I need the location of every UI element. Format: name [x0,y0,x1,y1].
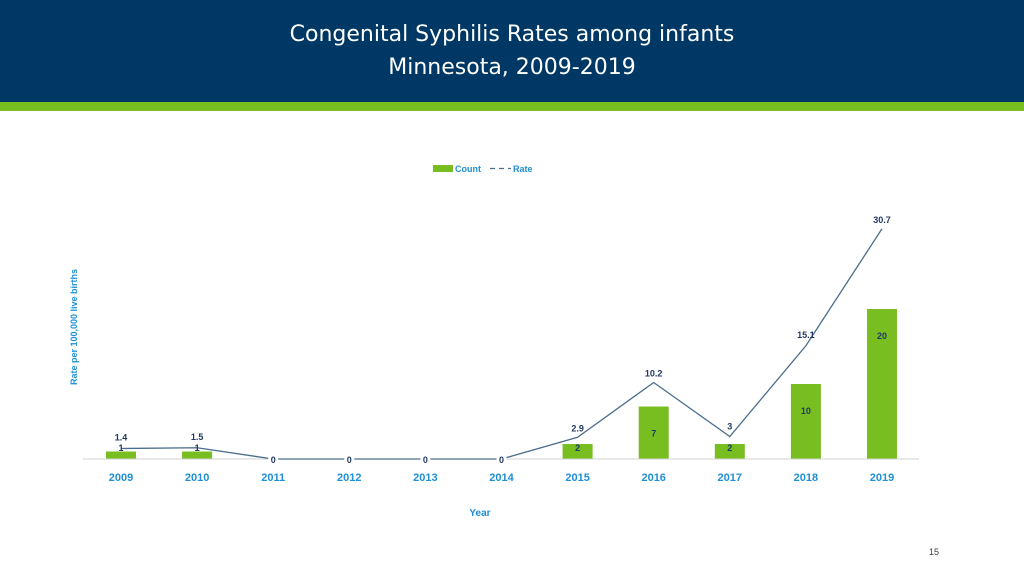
count-label-2012: 0 [347,455,352,465]
rate-label-2015: 2.9 [571,423,584,433]
x-tick-label-2009: 2009 [109,472,133,484]
x-tick-label-2018: 2018 [794,472,818,484]
count-label-2017: 2 [727,443,732,453]
y-axis-title: Rate per 100,000 live births [69,269,79,385]
x-tick-label-2017: 2017 [718,472,742,484]
page-subtitle: Minnesota, 2009-2019 [388,55,636,80]
count-label-bg-2011 [268,453,279,464]
x-tick-label-2016: 2016 [641,472,665,484]
x-tick-label-2014: 2014 [489,472,514,484]
header-accent-stripe [0,102,1024,111]
count-label-2016: 7 [651,429,656,439]
page-number: 15 [928,547,939,557]
rate-label-2016: 10.2 [645,369,663,379]
x-tick-label-2012: 2012 [337,472,361,484]
bar-2015 [562,444,593,459]
count-label-2018: 10 [801,406,811,416]
rate-label-2018: 15.1 [797,330,815,340]
count-label-2019: 20 [877,331,887,341]
bar-2019 [867,309,897,459]
legend-rate-label: Rate [513,164,533,174]
bar-2017 [714,444,745,459]
count-label-2011: 0 [271,455,276,465]
count-label-2014: 0 [499,455,504,465]
x-tick-label-2019: 2019 [870,472,894,484]
bar-2010 [182,451,213,459]
count-label-2009: 1 [118,443,123,453]
count-label-bg-2014 [496,453,507,464]
bar-2009 [106,451,136,459]
count-label-bg-2012 [344,453,355,464]
rate-label-2019: 30.7 [873,215,891,225]
legend-count-label: Count [455,164,481,174]
x-tick-label-2015: 2015 [565,472,589,484]
rate-label-2017: 3 [727,422,732,432]
count-label-bg-2013 [420,453,431,464]
rate-label-2010: 1.5 [191,432,204,442]
count-label-2015: 2 [575,443,580,453]
header-bar [0,0,1024,102]
legend-count-swatch [433,165,453,172]
rate-line [120,228,883,460]
bar-2018 [790,384,821,459]
count-label-2010: 1 [195,443,200,453]
count-label-2013: 0 [423,455,428,465]
x-tick-label-2013: 2013 [413,472,437,484]
page-title: Congenital Syphilis Rates among infants [289,22,735,47]
x-axis-title: Year [469,508,490,519]
rate-label-2009: 1.4 [115,433,128,443]
x-tick-label-2011: 2011 [261,472,285,484]
x-tick-label-2010: 2010 [185,472,209,484]
bar-2016 [638,406,669,459]
